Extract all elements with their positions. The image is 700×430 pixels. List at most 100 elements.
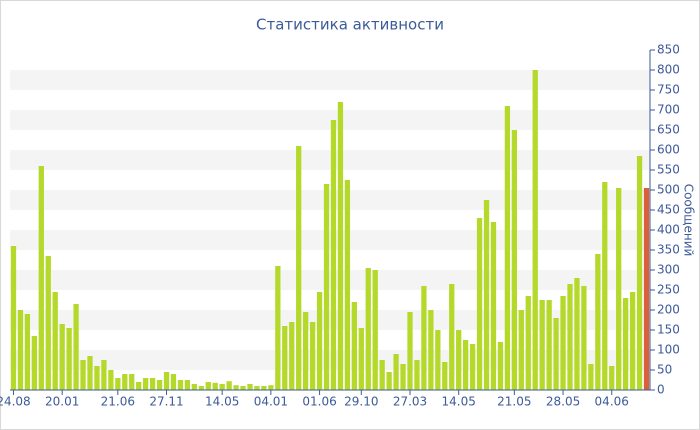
- bar: [469, 344, 476, 390]
- bar: [282, 326, 288, 390]
- y-tick-label: 100: [657, 343, 680, 357]
- bar: [143, 378, 149, 390]
- bar: [525, 296, 531, 390]
- y-tick-label: 150: [657, 323, 680, 337]
- bar: [574, 278, 580, 390]
- y-tick-label: 550: [657, 163, 680, 177]
- bar: [463, 340, 469, 390]
- y-tick-label: 400: [657, 223, 680, 237]
- y-tick-label: 200: [657, 303, 680, 317]
- y-tick-label: 800: [657, 63, 680, 77]
- bar: [616, 188, 622, 390]
- bar: [275, 266, 281, 390]
- bar: [24, 314, 31, 390]
- grid-band: [10, 70, 650, 90]
- bar: [588, 364, 594, 390]
- bar: [546, 300, 552, 390]
- x-tick-label: 28.05: [546, 395, 580, 409]
- bar: [623, 298, 629, 390]
- bar: [400, 364, 406, 390]
- bar: [17, 310, 24, 390]
- bar: [31, 336, 37, 390]
- bar: [358, 328, 364, 390]
- bar: [490, 222, 497, 390]
- bar: [330, 120, 337, 390]
- bar: [198, 386, 204, 390]
- bar: [365, 268, 371, 390]
- y-tick-label: 750: [657, 83, 680, 97]
- bar: [247, 384, 253, 390]
- x-tick-label: 14.05: [205, 395, 239, 409]
- grid-band: [10, 230, 650, 250]
- y-tick-label: 500: [657, 183, 680, 197]
- bar: [122, 374, 128, 390]
- x-tick-label: 24.08: [0, 395, 31, 409]
- bar: [602, 182, 608, 390]
- bar: [233, 385, 239, 390]
- x-tick-label: 27.11: [149, 395, 183, 409]
- bar: [323, 184, 330, 390]
- bar: [296, 146, 302, 390]
- bar: [309, 322, 316, 390]
- y-tick-label: 700: [657, 103, 680, 117]
- bar: [449, 284, 455, 390]
- x-tick-label: 04.06: [595, 395, 629, 409]
- bar: [108, 370, 114, 390]
- bar: [10, 246, 17, 390]
- bar: [393, 354, 399, 390]
- bar: [226, 381, 232, 390]
- bar: [344, 180, 351, 390]
- bar: [52, 292, 58, 390]
- bar: [636, 156, 643, 390]
- bar: [115, 378, 121, 390]
- bar: [595, 254, 601, 390]
- bar: [476, 218, 483, 390]
- x-tick-label: 21.05: [497, 395, 531, 409]
- y-tick-label: 450: [657, 203, 680, 217]
- y-tick-label: 650: [657, 123, 680, 137]
- bar: [240, 386, 246, 390]
- bar: [73, 304, 79, 390]
- bar: [497, 342, 504, 390]
- bar: [184, 380, 191, 390]
- bar: [435, 330, 441, 390]
- x-tick-label: 20.01: [45, 395, 79, 409]
- bar: [442, 362, 448, 390]
- grid-band: [10, 190, 650, 210]
- bar: [504, 106, 511, 390]
- y-tick-label: 250: [657, 283, 680, 297]
- bar: [129, 374, 135, 390]
- bar: [136, 382, 142, 390]
- bar: [581, 286, 587, 390]
- x-tick-label: 21.06: [101, 395, 135, 409]
- bar: [414, 360, 420, 390]
- y-tick-label: 0: [657, 383, 665, 397]
- y-axis-label: Сообщений: [682, 184, 696, 257]
- bar: [532, 70, 538, 390]
- bar: [38, 166, 44, 390]
- bar: [80, 360, 86, 390]
- bar: [156, 380, 163, 390]
- bar: [66, 328, 72, 390]
- y-tick-label: 350: [657, 243, 680, 257]
- y-tick-label: 300: [657, 263, 680, 277]
- y-tick-label: 850: [657, 43, 680, 57]
- bar: [567, 284, 573, 390]
- bar: [149, 378, 156, 390]
- grid-band: [10, 110, 650, 130]
- bar: [483, 200, 490, 390]
- bar: [560, 296, 566, 390]
- bar: [205, 382, 211, 390]
- bar: [337, 102, 344, 390]
- bar: [163, 372, 170, 390]
- grid-band: [10, 270, 650, 290]
- bar: [379, 360, 385, 390]
- x-tick-label: 01.06: [302, 395, 336, 409]
- bar: [511, 130, 517, 390]
- bar: [386, 372, 392, 390]
- y-tick-label: 600: [657, 143, 680, 157]
- bar: [268, 385, 274, 390]
- bar: [219, 384, 225, 390]
- bar: [87, 356, 93, 390]
